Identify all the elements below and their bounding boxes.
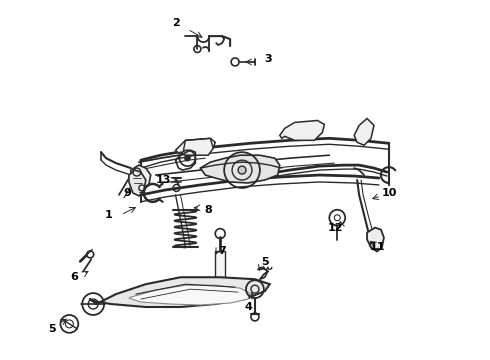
Text: 3: 3 (264, 54, 271, 64)
Text: 2: 2 (172, 18, 179, 28)
Polygon shape (129, 285, 250, 305)
Polygon shape (175, 138, 215, 155)
Text: 7: 7 (219, 247, 226, 256)
Text: 9: 9 (123, 188, 131, 198)
Text: 5: 5 (261, 257, 269, 267)
Text: 1: 1 (105, 210, 113, 220)
Circle shape (238, 166, 246, 174)
Text: 6: 6 (71, 272, 78, 282)
Polygon shape (354, 118, 374, 145)
Text: 11: 11 (369, 243, 385, 252)
Bar (215, 251, 225, 289)
Circle shape (184, 155, 191, 161)
Text: 10: 10 (381, 188, 396, 198)
Text: 12: 12 (327, 222, 343, 233)
Polygon shape (367, 228, 384, 251)
Polygon shape (129, 170, 146, 196)
Text: 8: 8 (204, 205, 212, 215)
Text: 4: 4 (244, 302, 252, 312)
Polygon shape (89, 277, 270, 307)
Polygon shape (131, 165, 151, 190)
Text: 5: 5 (49, 324, 56, 334)
Text: 13: 13 (156, 175, 171, 185)
Polygon shape (200, 155, 280, 183)
Polygon shape (280, 121, 324, 140)
